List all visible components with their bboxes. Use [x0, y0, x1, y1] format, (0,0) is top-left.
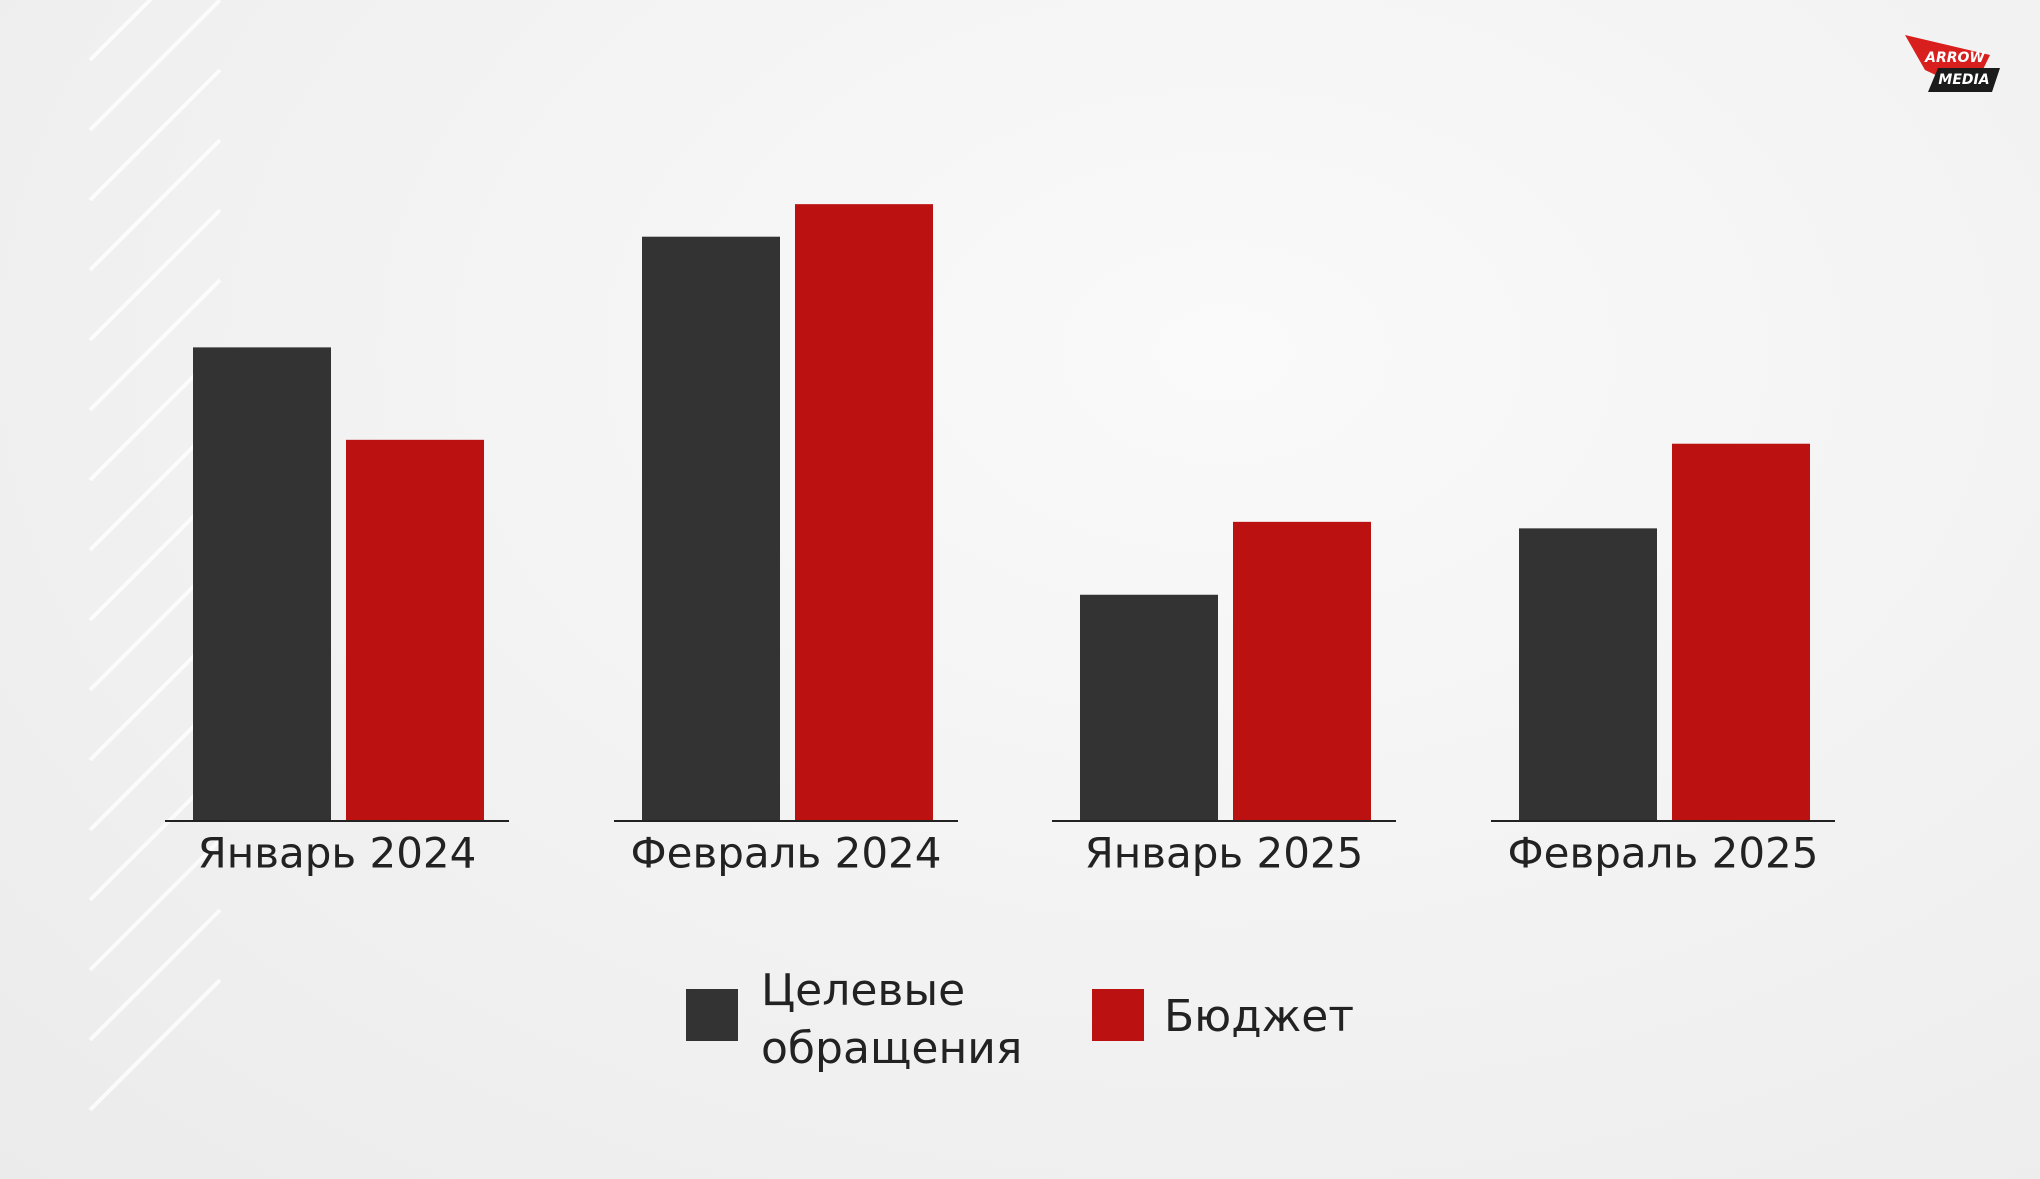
bar — [1519, 528, 1657, 820]
bar — [193, 347, 331, 820]
bar — [1233, 521, 1371, 820]
x-tick-label: Февраль 2025 — [1508, 829, 1819, 878]
legend-label: Бюджет — [1164, 991, 1354, 1042]
bar — [1080, 594, 1218, 820]
logo-text: ARROW — [1924, 50, 1985, 66]
x-tick-label: Январь 2024 — [198, 829, 477, 878]
bar — [642, 236, 780, 821]
legend-swatch — [1092, 989, 1144, 1041]
logo-text: MEDIA — [1938, 72, 1989, 88]
bar — [795, 204, 933, 821]
x-tick-label: Январь 2025 — [1085, 829, 1364, 878]
legend-swatch — [686, 989, 738, 1041]
x-tick-label: Февраль 2024 — [631, 829, 942, 878]
bar — [346, 439, 484, 820]
legend-label: Целевые обращения — [761, 965, 1023, 1074]
logo: ARROW MEDIA — [1905, 35, 2000, 92]
bar — [1672, 443, 1810, 820]
